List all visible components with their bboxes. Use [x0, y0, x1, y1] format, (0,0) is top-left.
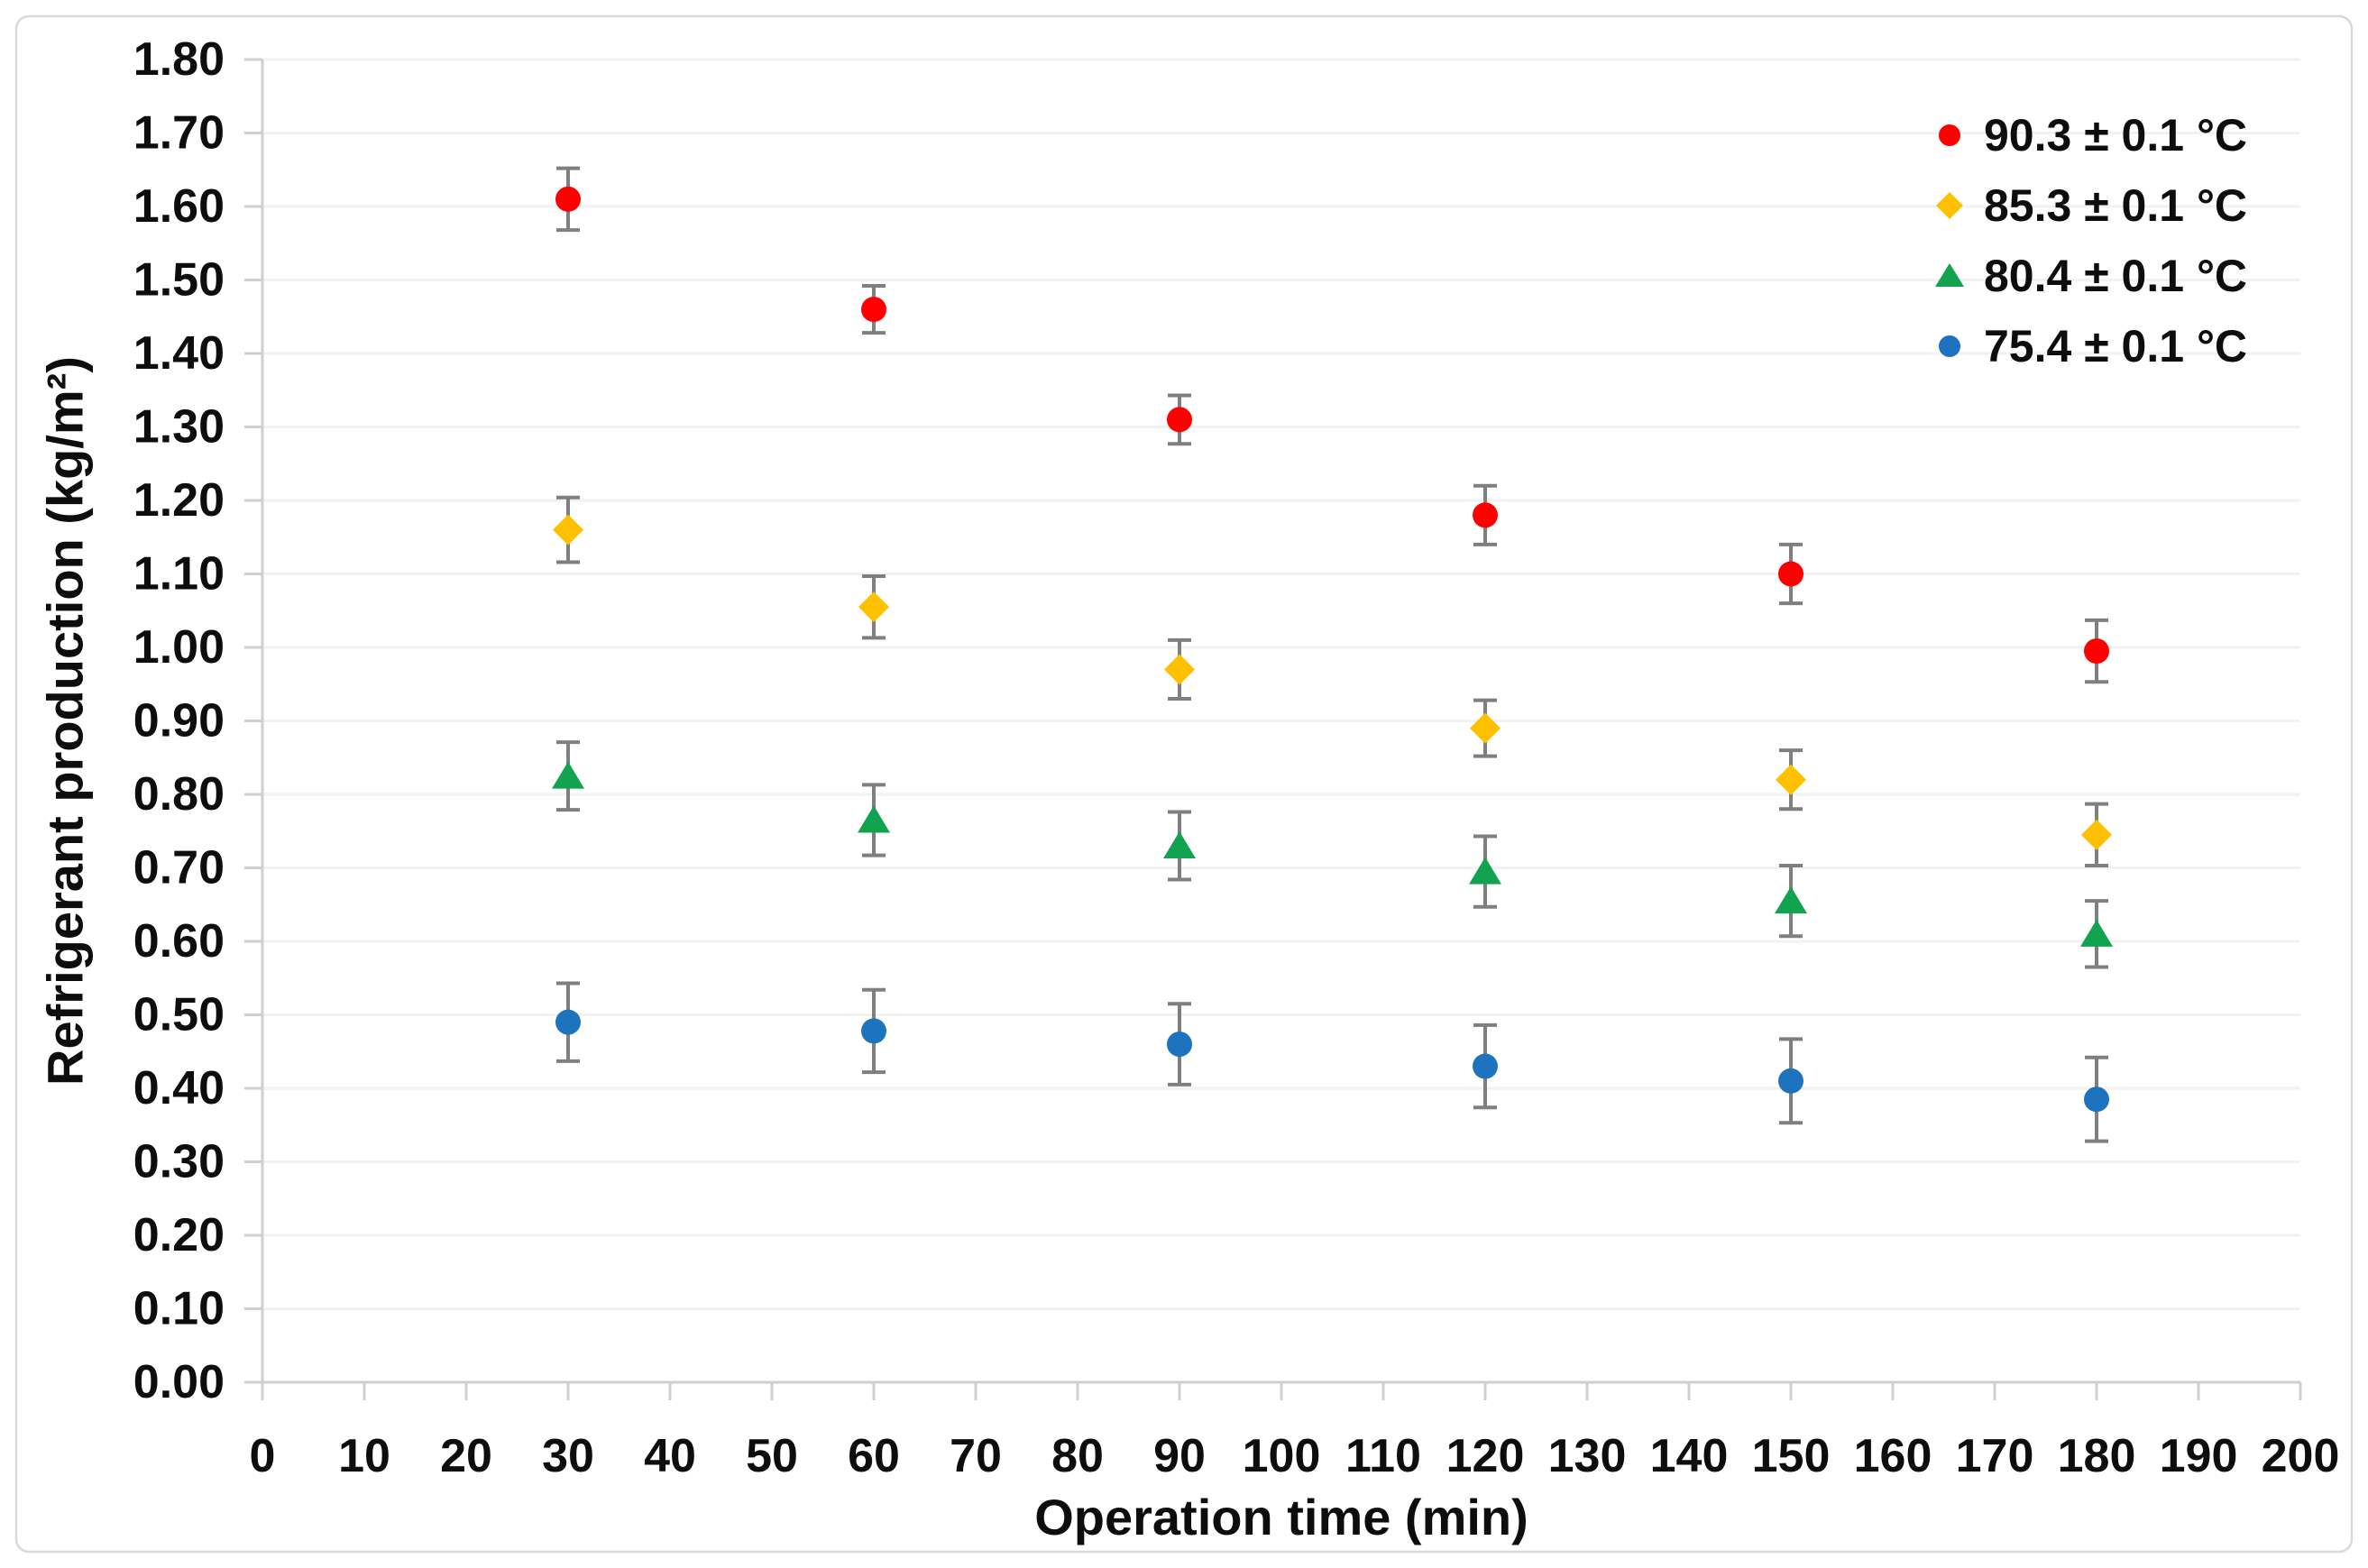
data-point-marker [555, 1009, 581, 1035]
x-tick-label: 150 [1752, 1430, 1831, 1482]
y-tick-label: 1.20 [133, 474, 225, 527]
data-point-marker [861, 1018, 886, 1044]
x-tick-label: 110 [1345, 1430, 1421, 1482]
x-tick-label: 180 [2058, 1430, 2136, 1482]
x-tick-label: 20 [440, 1430, 492, 1482]
x-tick-label: 120 [1446, 1430, 1525, 1482]
data-point-marker [552, 761, 584, 789]
data-point-marker [1163, 831, 1196, 859]
y-tick-label: 0.90 [133, 695, 225, 747]
data-point-marker [1939, 124, 1960, 146]
data-point-marker [1778, 1068, 1804, 1094]
data-point-marker [858, 805, 890, 833]
y-tick-label: 1.50 [133, 254, 225, 307]
figure-border [14, 14, 2354, 1554]
x-tick-label: 130 [1548, 1430, 1627, 1482]
x-tick-label: 160 [1854, 1430, 1932, 1482]
data-point-marker [2084, 638, 2109, 665]
y-tick-label: 1.80 [133, 33, 225, 86]
x-tick-label: 50 [746, 1430, 798, 1482]
x-tick-label: 190 [2160, 1430, 2238, 1482]
data-point-marker [1470, 712, 1501, 744]
legend-label: 75.4 ± 0.1 °C [1984, 321, 2247, 371]
y-tick-label: 0.80 [133, 768, 225, 821]
series-80.4 [552, 740, 2113, 969]
gridlines [262, 58, 2300, 1310]
x-tick-label: 90 [1153, 1430, 1206, 1482]
axes: 0.00 0.10 0.20 0.30 0.40 0.50 0.60 0.70 0.80 0.90… [133, 33, 2340, 1482]
x-tick-label: 70 [950, 1430, 1002, 1482]
legend: 90.3 ± 0.1 °C 85.3 ± 0.1 °C 80.4 ± 0.1 °C 7… [1935, 110, 2247, 371]
legend-label: 90.3 ± 0.1 °C [1984, 110, 2247, 160]
data-point-marker [1936, 192, 1963, 219]
data-point-marker [861, 297, 886, 323]
data-point-marker [1939, 335, 1960, 357]
y-tick-label: 1.10 [133, 548, 225, 601]
legend-item: 75.4 ± 0.1 °C [1939, 321, 2247, 371]
y-tick-label: 0.00 [133, 1356, 225, 1408]
y-tick-label: 0.60 [133, 915, 225, 967]
x-tick-label: 170 [1956, 1430, 2034, 1482]
data-point-marker [1167, 407, 1192, 433]
x-tick-label: 30 [542, 1430, 594, 1482]
y-tick-label: 1.40 [133, 327, 225, 380]
data-point-marker [555, 186, 581, 212]
series-85.3 [553, 495, 2112, 868]
legend-label: 85.3 ± 0.1 °C [1984, 180, 2247, 231]
data-point-marker [553, 514, 583, 546]
legend-item: 90.3 ± 0.1 °C [1939, 110, 2247, 160]
data-point-marker [1473, 1053, 1498, 1079]
y-tick-label: 0.30 [133, 1136, 225, 1188]
x-axis-title: Operation time (min) [1034, 1489, 1528, 1545]
x-tick-label: 60 [848, 1430, 900, 1482]
y-axis-title: Refrigerant production (kg/m²) [37, 356, 94, 1086]
y-tick-label: 0.70 [133, 842, 225, 894]
x-tick-label: 80 [1051, 1430, 1104, 1482]
data-point-marker [858, 591, 889, 623]
x-tick-label: 100 [1243, 1430, 1321, 1482]
legend-item: 85.3 ± 0.1 °C [1936, 180, 2247, 231]
x-tick-label: 140 [1650, 1430, 1729, 1482]
data-point-marker [2080, 919, 2113, 947]
y-tick-label: 0.20 [133, 1209, 225, 1261]
x-tick-label: 40 [644, 1430, 696, 1482]
data-point-marker [1164, 654, 1195, 685]
x-tick-label: 200 [2262, 1430, 2340, 1482]
y-tick-label: 1.60 [133, 180, 225, 233]
series-75.4 [555, 981, 2109, 1143]
y-tick-label: 0.10 [133, 1283, 225, 1335]
data-point-marker [1473, 502, 1498, 528]
y-tick-label: 1.30 [133, 401, 225, 454]
series-90.3 [555, 166, 2109, 684]
data-point-marker [1775, 886, 1807, 914]
data-point-marker [2081, 819, 2112, 850]
data-point-marker [1167, 1032, 1192, 1058]
y-tick-label: 0.50 [133, 989, 225, 1041]
data-point-marker [1469, 857, 1501, 885]
data-point-marker [2084, 1087, 2109, 1113]
x-tick-label: 10 [338, 1430, 390, 1482]
y-tick-label: 0.40 [133, 1062, 225, 1114]
legend-item: 80.4 ± 0.1 °C [1935, 251, 2247, 301]
data-point-marker [1935, 263, 1964, 287]
x-tick-label: 0 [250, 1430, 276, 1482]
y-tick-label: 1.70 [133, 107, 225, 160]
data-point-marker [1776, 764, 1806, 795]
y-tick-label: 1.00 [133, 621, 225, 674]
data-point-marker [1778, 561, 1804, 587]
legend-label: 80.4 ± 0.1 °C [1984, 251, 2247, 301]
